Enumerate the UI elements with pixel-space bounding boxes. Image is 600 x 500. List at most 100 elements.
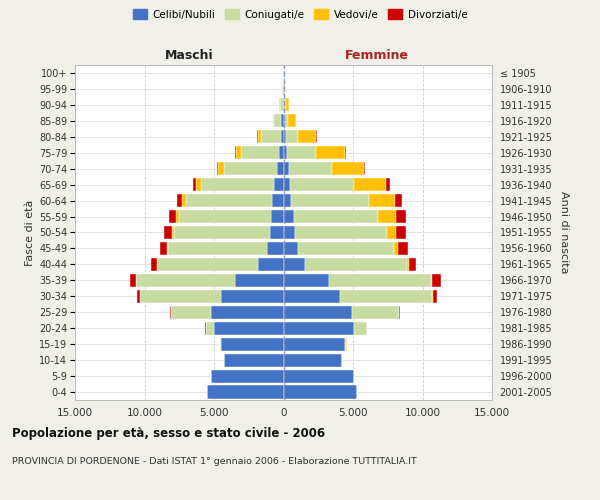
Bar [286,98,289,112]
Bar [316,146,346,160]
Bar [386,178,391,191]
Bar [287,146,316,160]
Bar [202,178,274,191]
Bar [164,226,172,239]
Bar [293,210,378,223]
Bar [284,338,344,350]
Bar [274,178,284,191]
Bar [177,194,182,207]
Bar [186,194,272,207]
Bar [409,258,416,271]
Bar [284,226,295,239]
Bar [378,210,397,223]
Bar [284,290,340,303]
Bar [286,130,298,143]
Bar [176,210,179,223]
Bar [284,130,286,143]
Bar [284,210,293,223]
Bar [284,258,305,271]
Bar [224,162,277,175]
Bar [171,306,211,319]
Bar [284,386,357,398]
Bar [281,130,284,143]
Bar [284,162,289,175]
Bar [284,82,285,96]
Bar [272,194,284,207]
Bar [172,226,173,239]
Bar [258,130,261,143]
Text: Popolazione per età, sesso e stato civile - 2006: Popolazione per età, sesso e stato civil… [12,428,325,440]
Bar [269,226,284,239]
Legend: Celibi/Nubili, Coniugati/e, Vedovi/e, Divorziati/e: Celibi/Nubili, Coniugati/e, Vedovi/e, Di… [128,5,472,24]
Bar [399,306,400,319]
Bar [433,290,437,303]
Bar [274,114,281,128]
Bar [267,242,284,255]
Bar [340,290,432,303]
Bar [281,114,284,128]
Bar [271,210,284,223]
Bar [431,274,433,287]
Bar [277,162,284,175]
Bar [289,162,332,175]
Bar [395,226,406,239]
Bar [280,98,283,112]
Bar [196,178,202,191]
Bar [386,226,395,239]
Bar [354,178,386,191]
Bar [284,274,329,287]
Bar [290,178,354,191]
Bar [221,338,284,350]
Bar [433,274,441,287]
Bar [140,290,221,303]
Bar [291,194,368,207]
Bar [284,98,286,112]
Bar [279,98,280,112]
Bar [298,242,394,255]
Bar [211,370,284,382]
Bar [259,258,284,271]
Bar [298,130,316,143]
Bar [236,146,241,160]
Bar [284,370,355,382]
Bar [206,322,214,335]
Bar [432,290,433,303]
Text: Femmine: Femmine [346,49,409,62]
Bar [289,114,296,128]
Bar [273,114,274,128]
Bar [221,290,284,303]
Bar [285,114,289,128]
Bar [261,130,281,143]
Bar [295,226,386,239]
Bar [169,210,176,223]
Bar [168,242,267,255]
Bar [151,258,157,271]
Bar [368,194,395,207]
Bar [329,274,431,287]
Bar [284,194,291,207]
Bar [364,162,365,175]
Bar [284,242,298,255]
Text: PROVINCIA DI PORDENONE - Dati ISTAT 1° gennaio 2006 - Elaborazione TUTTITALIA.IT: PROVINCIA DI PORDENONE - Dati ISTAT 1° g… [12,458,417,466]
Bar [224,354,284,366]
Bar [305,258,407,271]
Text: Maschi: Maschi [166,49,214,62]
Bar [182,194,186,207]
Bar [397,210,406,223]
Bar [235,146,236,160]
Bar [207,386,284,398]
Bar [284,322,355,335]
Bar [283,98,284,112]
Bar [344,338,346,350]
Bar [235,274,284,287]
Bar [282,82,283,96]
Bar [355,322,367,335]
Bar [217,162,218,175]
Bar [332,162,364,175]
Bar [136,274,235,287]
Bar [157,258,259,271]
Bar [160,242,167,255]
Bar [179,210,271,223]
Bar [137,290,140,303]
Bar [193,178,196,191]
